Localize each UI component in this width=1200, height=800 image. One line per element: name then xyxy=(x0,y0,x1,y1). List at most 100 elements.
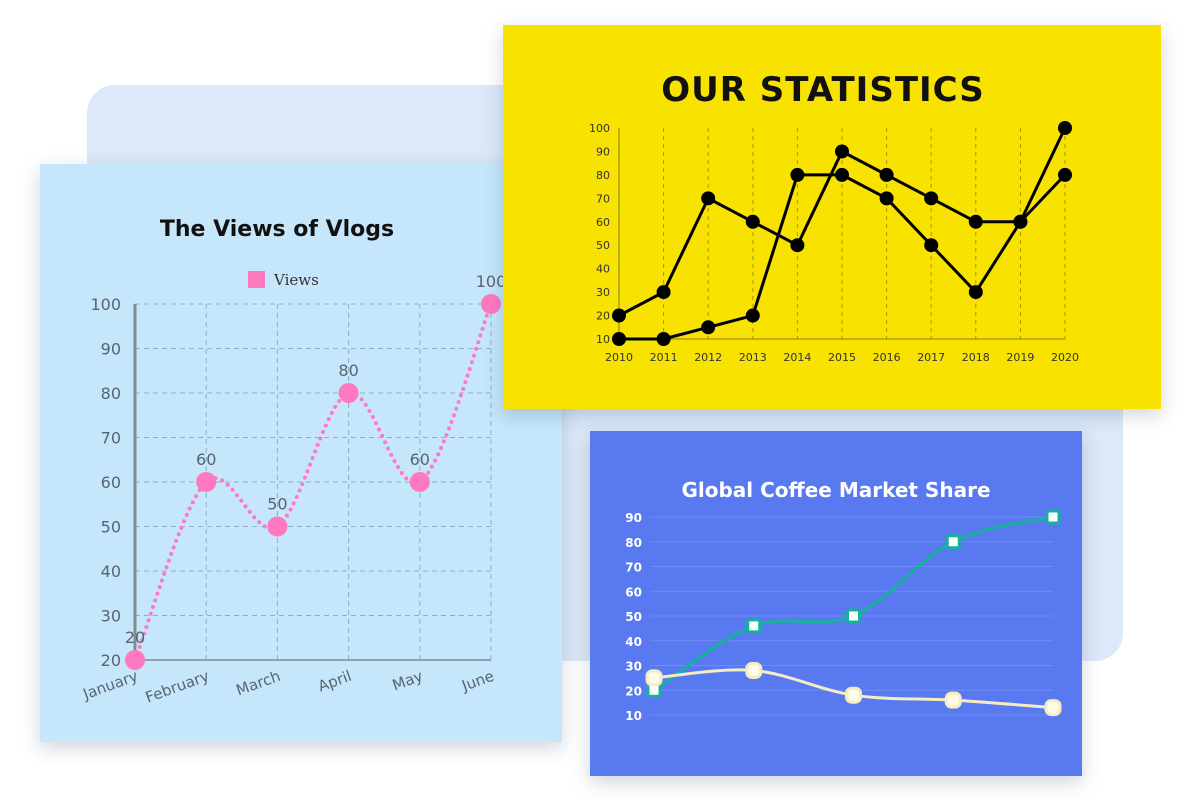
stats-y-tick-label: 20 xyxy=(596,310,610,323)
stats-data-point xyxy=(924,191,939,206)
views-data-label: 80 xyxy=(338,361,358,380)
views-data-label: 60 xyxy=(410,450,430,469)
views-data-label: 60 xyxy=(196,450,216,469)
views-y-tick-label: 30 xyxy=(101,607,121,626)
stats-data-point xyxy=(835,167,849,182)
views-x-tick-label: February xyxy=(143,667,212,707)
stats-x-tick-label: 2019 xyxy=(1006,351,1034,364)
stats-data-point xyxy=(701,191,716,206)
stats-y-tick-label: 30 xyxy=(596,286,610,299)
views-data-label: 100 xyxy=(476,272,507,291)
views-chart: The Views of Vlogs Views 203040506070809… xyxy=(80,217,507,707)
stats-y-tick-label: 60 xyxy=(596,216,610,229)
views-data-point xyxy=(338,383,359,403)
stats-y-tick-label: 10 xyxy=(596,333,610,346)
views-x-tick-label: May xyxy=(390,667,425,695)
views-legend-label: Views xyxy=(273,271,319,289)
coffee-series-line xyxy=(653,515,1054,692)
coffee-y-tick-label: 80 xyxy=(625,536,642,550)
views-x-tick-label: March xyxy=(234,667,283,700)
stats-data-point xyxy=(790,167,805,182)
views-y-tick-label: 50 xyxy=(101,518,121,537)
stats-x-tick-label: 2016 xyxy=(873,351,901,364)
views-chart-card: The Views of Vlogs Views 20 30 40 50 60 70 80 9… xyxy=(40,164,562,742)
coffee-data-point xyxy=(746,618,762,634)
stats-y-tick-label: 40 xyxy=(596,263,610,276)
stats-chart-title: OUR STATISTICS xyxy=(661,70,985,110)
stats-x-tick-label: 2020 xyxy=(1051,351,1079,364)
stats-x-tick-label: 2015 xyxy=(828,351,856,364)
stats-y-tick-label: 50 xyxy=(596,239,610,252)
views-x-tick-label: January xyxy=(80,667,141,704)
coffee-data-point xyxy=(1045,509,1061,525)
views-series-line xyxy=(133,302,493,662)
views-y-tick-label: 60 xyxy=(101,473,121,492)
stats-data-point xyxy=(612,308,626,323)
stats-x-tick-label: 2013 xyxy=(739,351,767,364)
stats-data-point xyxy=(879,191,894,206)
coffee-chart-card: Global Coffee Market Share 10 20 30 40 50 60 7… xyxy=(590,431,1082,776)
coffee-y-tick-label: 30 xyxy=(625,660,642,674)
stats-data-point xyxy=(968,214,983,229)
views-y-tick-label: 40 xyxy=(101,562,121,581)
stats-y-tick-label: 80 xyxy=(596,169,610,182)
coffee-data-point xyxy=(845,686,862,704)
stats-y-tick-label: 100 xyxy=(589,122,610,135)
stats-data-point xyxy=(1058,121,1072,135)
stats-data-point xyxy=(924,238,939,253)
coffee-chart: Global Coffee Market Share 10 20 30 40 50 60 7… xyxy=(625,478,1062,723)
stats-data-point xyxy=(656,332,671,346)
views-data-point xyxy=(196,472,217,492)
stats-data-point xyxy=(1058,167,1072,182)
stats-x-tick-label: 2011 xyxy=(650,351,678,364)
coffee-y-tick-label: 60 xyxy=(625,585,642,599)
stats-data-point xyxy=(745,214,760,229)
views-y-tick-label: 90 xyxy=(101,340,121,359)
views-x-tick-label: April xyxy=(316,667,354,696)
stats-data-point xyxy=(835,144,849,159)
stats-data-point xyxy=(701,320,716,335)
coffee-y-tick-label: 70 xyxy=(625,561,642,575)
views-x-tick-label: June xyxy=(459,667,497,695)
coffee-y-tick-label: 10 xyxy=(625,709,642,723)
views-y-tick-label: 20 xyxy=(101,651,121,670)
views-y-tick-label: 80 xyxy=(101,384,121,403)
stats-data-point xyxy=(656,285,671,300)
coffee-data-point xyxy=(745,661,763,679)
views-data-point xyxy=(125,650,145,670)
coffee-y-tick-label: 20 xyxy=(625,684,642,698)
coffee-y-tick-label: 40 xyxy=(625,635,642,649)
stats-x-tick-label: 2010 xyxy=(605,351,633,364)
stats-data-point xyxy=(745,308,760,323)
views-data-point xyxy=(267,516,288,537)
coffee-data-point xyxy=(846,608,861,624)
stats-x-tick-label: 2017 xyxy=(917,351,945,364)
views-data-label: 50 xyxy=(267,495,287,514)
views-chart-title: The Views of Vlogs xyxy=(160,217,394,242)
views-y-tick-label: 70 xyxy=(101,429,121,448)
stats-y-tick-label: 90 xyxy=(596,145,610,158)
views-data-point xyxy=(481,294,501,314)
stats-data-point xyxy=(968,285,983,300)
views-legend-swatch xyxy=(248,271,265,288)
views-data-point xyxy=(409,472,430,492)
coffee-data-point xyxy=(945,534,961,550)
views-data-label: 20 xyxy=(125,628,145,647)
stats-data-point xyxy=(612,332,626,346)
stats-data-point xyxy=(879,167,894,182)
stats-x-tick-label: 2018 xyxy=(962,351,990,364)
stats-chart-card: OUR STATISTICS 2010 2011 2012 2013 2014 2015 2… xyxy=(503,25,1161,409)
coffee-data-point xyxy=(944,691,962,709)
stats-data-point xyxy=(1013,214,1028,229)
coffee-chart-title: Global Coffee Market Share xyxy=(681,478,990,502)
stats-chart: OUR STATISTICS 2010 2011 2012 2013 2014 2015 2… xyxy=(589,70,1079,364)
coffee-data-point xyxy=(1044,699,1062,717)
stats-x-tick-label: 2014 xyxy=(783,351,811,364)
stats-data-point xyxy=(790,238,805,253)
views-y-tick-label: 100 xyxy=(90,295,121,314)
coffee-data-point xyxy=(645,669,663,687)
coffee-y-tick-label: 90 xyxy=(625,511,642,525)
coffee-y-tick-label: 50 xyxy=(625,610,642,624)
stats-y-tick-label: 70 xyxy=(596,192,610,205)
stats-x-tick-label: 2012 xyxy=(694,351,722,364)
